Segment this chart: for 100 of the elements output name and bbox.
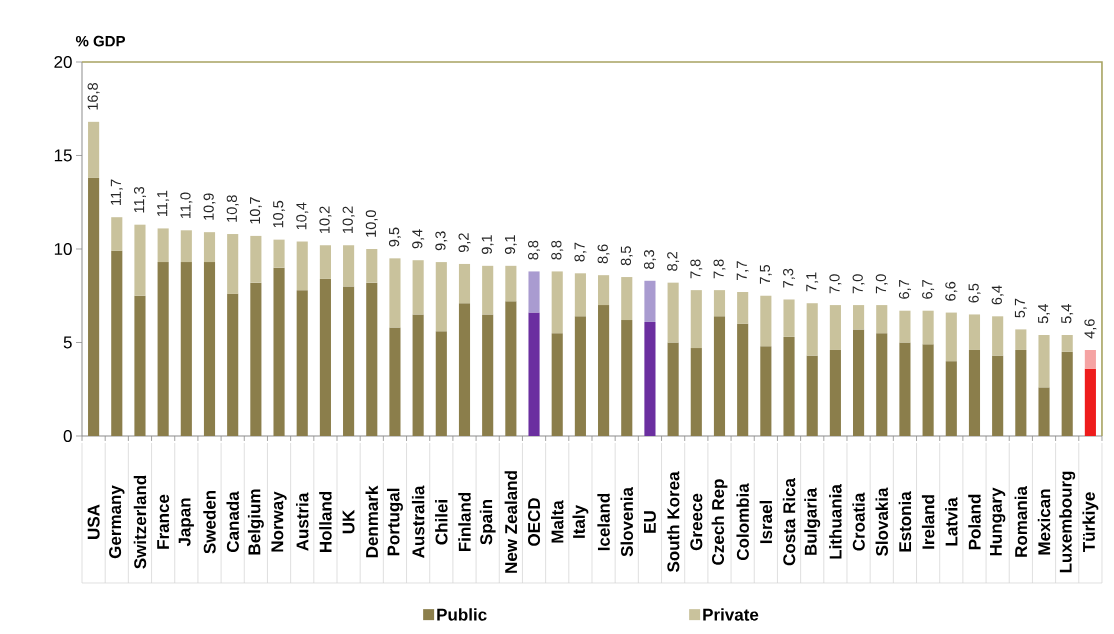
bar [667, 282, 679, 343]
total-label: 6,7 [898, 280, 911, 299]
total-label: 7,8 [690, 259, 703, 279]
x-tick-label: Luxembourg [1059, 471, 1076, 573]
bar [157, 262, 169, 436]
total-label: 6,4 [991, 285, 1004, 305]
bar [227, 293, 239, 436]
total-label: 5,4 [1061, 304, 1074, 324]
x-tick-label: Mexican [1037, 489, 1051, 555]
x-tick-label: Germany [109, 485, 125, 559]
x-tick-label: Slovakia [875, 487, 888, 556]
total-label: 10,7 [249, 197, 262, 224]
bar [829, 349, 841, 436]
x-tick-label: South Korea [666, 471, 680, 573]
total-label: 10,2 [342, 206, 355, 233]
total-label: 9,5 [388, 227, 401, 247]
x-tick-label: Sweden [203, 490, 216, 554]
bar [899, 342, 911, 436]
bar [922, 310, 934, 345]
total-label: 7,3 [783, 268, 796, 288]
bar [598, 275, 610, 306]
total-label: 7,8 [713, 259, 726, 279]
total-label: 11,3 [133, 186, 146, 213]
x-tick-label: OECD [528, 498, 541, 546]
total-label: 8,5 [620, 246, 633, 266]
bar [551, 333, 563, 436]
x-tick-label: Israel [759, 500, 773, 544]
bar [111, 217, 123, 251]
x-tick-label: Chilei [435, 500, 448, 545]
bar [667, 342, 679, 436]
x-tick-label: Switzerland [133, 475, 147, 569]
total-label: 8,6 [597, 244, 610, 264]
bar [111, 250, 123, 436]
bar [876, 333, 888, 436]
bar [690, 348, 702, 436]
x-tick-label: Iceland [597, 493, 610, 551]
y-axis-title: % GDP [75, 35, 126, 47]
bar [1061, 351, 1073, 436]
bar [296, 241, 308, 291]
bar [760, 295, 772, 347]
total-label: 10,4 [296, 202, 309, 230]
total-label: 11,0 [180, 192, 193, 218]
total-label: 8,3 [643, 250, 656, 269]
x-tick-label: Romania [1014, 485, 1028, 557]
bar [157, 228, 169, 263]
total-label: 6,6 [945, 281, 958, 301]
x-tick-label: Denmark [365, 485, 379, 558]
bar [250, 282, 262, 436]
bar [922, 344, 934, 436]
bar [180, 230, 192, 263]
bar [968, 314, 981, 350]
bar [482, 314, 494, 436]
y-tick-label: 5 [63, 336, 72, 349]
y-tick-label: 20 [54, 55, 72, 69]
bar [1038, 387, 1050, 436]
bar [528, 312, 540, 436]
bar [366, 282, 378, 436]
x-tick-label: Hungary [990, 487, 1006, 556]
total-label: 4,6 [1084, 319, 1097, 339]
bar [1015, 349, 1027, 436]
bar [713, 316, 726, 436]
bar [899, 310, 911, 343]
bar [366, 248, 378, 283]
bar [713, 290, 726, 317]
bar [853, 329, 865, 436]
bar [528, 271, 540, 313]
total-label: 7,1 [806, 272, 819, 292]
bar [1084, 368, 1096, 436]
x-tick-label: Holland [319, 491, 332, 553]
bar [574, 316, 586, 436]
x-tick-label: Bulgaria [804, 487, 821, 555]
bar [273, 267, 285, 436]
bar [737, 323, 749, 436]
bar [389, 258, 401, 328]
bar [505, 301, 517, 436]
x-tick-label: Japan [178, 498, 194, 547]
bar [806, 355, 818, 436]
total-label: 7,0 [829, 274, 842, 294]
bar [412, 260, 424, 315]
total-label: 16,8 [87, 83, 100, 110]
bar [690, 290, 702, 349]
bar [992, 316, 1004, 356]
bar [621, 277, 633, 321]
bar [829, 305, 841, 350]
bar [1015, 329, 1027, 350]
x-tick-label: Croatia [852, 492, 865, 551]
bar [319, 278, 331, 436]
bar [783, 336, 795, 436]
x-tick-label: Canada [226, 491, 239, 552]
total-label: 9,3 [435, 231, 448, 251]
bar [1061, 335, 1073, 352]
y-tick-label: 10 [54, 242, 72, 256]
bar [876, 305, 888, 334]
total-label: 7,0 [852, 274, 865, 294]
bar [227, 234, 239, 294]
x-tick-label: Costa Rica [782, 477, 796, 566]
bar [644, 321, 656, 436]
x-tick-label: Norway [271, 491, 287, 552]
bar [482, 265, 494, 315]
bar [180, 262, 192, 436]
